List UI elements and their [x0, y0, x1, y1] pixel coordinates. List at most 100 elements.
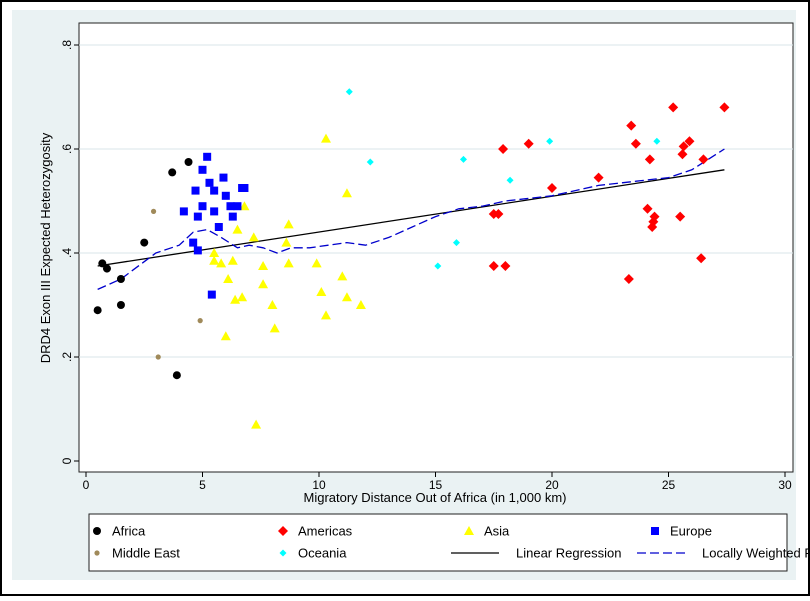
americas-point	[684, 136, 695, 147]
asia-point	[258, 279, 269, 289]
y-tick-label: .2	[60, 352, 74, 362]
legend-label: Locally Weighted Regression	[702, 546, 810, 561]
americas-point	[719, 102, 730, 113]
x-tick-label: 30	[778, 478, 792, 492]
americas-point	[698, 154, 709, 165]
oceania-point	[653, 137, 661, 145]
legend-item-americas: Americas	[278, 524, 353, 539]
asia-point	[283, 219, 294, 229]
linear-regression-line	[97, 169, 725, 267]
oceania-point	[452, 239, 460, 247]
europe-point	[189, 238, 198, 247]
americas-point	[626, 120, 637, 131]
legend-item-oceania: Oceania	[279, 546, 347, 561]
africa-point	[140, 238, 149, 247]
legend-item-middle-east: Middle East	[94, 546, 180, 561]
legend-label: Linear Regression	[516, 546, 622, 561]
legend-item-locally-weighted-regression: Locally Weighted Regression	[637, 546, 810, 561]
americas-point	[642, 203, 653, 214]
y-axis: 0 .2 .4 .6 .8	[60, 40, 79, 464]
middle-east-point	[197, 318, 203, 324]
legend-item-europe: Europe	[651, 524, 712, 539]
americas-point	[696, 253, 707, 264]
middle-east-point	[150, 208, 157, 214]
americas-point	[630, 138, 641, 149]
europe-point	[191, 186, 200, 195]
asia-point	[220, 331, 231, 341]
legend-marker-diamond-small	[279, 549, 287, 557]
asia-point	[311, 258, 322, 268]
asia-point	[341, 188, 352, 198]
americas-point	[493, 209, 504, 219]
asia-point	[320, 310, 331, 320]
legend-item-africa: Africa	[93, 524, 146, 539]
europe-point	[205, 178, 214, 187]
americas-point	[678, 141, 689, 152]
europe-point	[198, 165, 207, 174]
x-tick-label: 20	[545, 478, 559, 492]
americas-point	[593, 172, 604, 183]
y-tick-label: 0	[60, 457, 74, 464]
oceania-point	[459, 155, 467, 163]
americas-point	[649, 211, 660, 222]
asia-point	[251, 419, 262, 429]
legend-label: Europe	[670, 524, 712, 539]
americas-point	[623, 274, 634, 284]
y-tick-label: .8	[60, 40, 74, 50]
asia-point	[239, 201, 250, 211]
legend-label: Oceania	[298, 546, 347, 561]
asia-point	[320, 133, 331, 143]
x-tick-label: 25	[662, 478, 676, 492]
americas-point	[644, 154, 655, 165]
americas-point	[675, 211, 686, 222]
x-tick-label: 15	[429, 478, 443, 492]
europe-point	[226, 202, 235, 211]
americas-point	[500, 261, 511, 271]
asia-point	[223, 274, 234, 283]
asia-point	[355, 300, 366, 309]
africa-point	[102, 264, 111, 273]
africa-point	[116, 275, 125, 283]
africa-point	[116, 301, 125, 309]
regression-lines	[97, 148, 725, 290]
asia-point	[267, 300, 278, 309]
europe-point	[210, 207, 219, 216]
americas-point	[488, 261, 499, 271]
legend-marker-square	[651, 527, 659, 535]
data-points	[93, 88, 730, 429]
locally-weighted-regression-line	[97, 148, 725, 290]
asia-point	[283, 258, 294, 268]
europe-point	[240, 184, 249, 192]
legend-marker-circle-small	[94, 550, 100, 556]
asia-point	[341, 292, 352, 302]
legend-label: Americas	[298, 524, 353, 539]
americas-point	[547, 183, 557, 193]
africa-point	[172, 371, 181, 380]
legend-label: Middle East	[112, 546, 180, 561]
americas-point	[668, 102, 679, 113]
x-axis: 0 5 10 15 20 25 30	[83, 472, 792, 492]
legend-marker-triangle	[464, 526, 474, 535]
legend-marker-diamond	[278, 526, 288, 536]
legend-item-asia: Asia	[464, 524, 510, 539]
europe-point	[203, 152, 212, 161]
europe-point	[207, 290, 216, 299]
plot-area	[78, 22, 794, 473]
europe-point	[193, 212, 202, 221]
asia-point	[216, 258, 227, 268]
x-tick-label: 0	[83, 478, 90, 492]
asia-point	[248, 232, 259, 242]
y-tick-label: .4	[60, 248, 74, 258]
x-axis-label: Migratory Distance Out of Africa (in 1,0…	[304, 490, 567, 505]
asia-point	[209, 248, 220, 257]
africa-point	[184, 158, 193, 166]
x-tick-label: 10	[312, 478, 326, 492]
europe-point	[198, 202, 207, 211]
asia-point	[230, 294, 241, 304]
africa-point	[98, 259, 107, 268]
x-tick-label: 5	[199, 478, 206, 492]
oceania-point	[546, 137, 554, 145]
y-axis-label: DRD4 Exon III Expected Heterozygosity	[38, 132, 53, 363]
europe-point	[193, 246, 202, 255]
